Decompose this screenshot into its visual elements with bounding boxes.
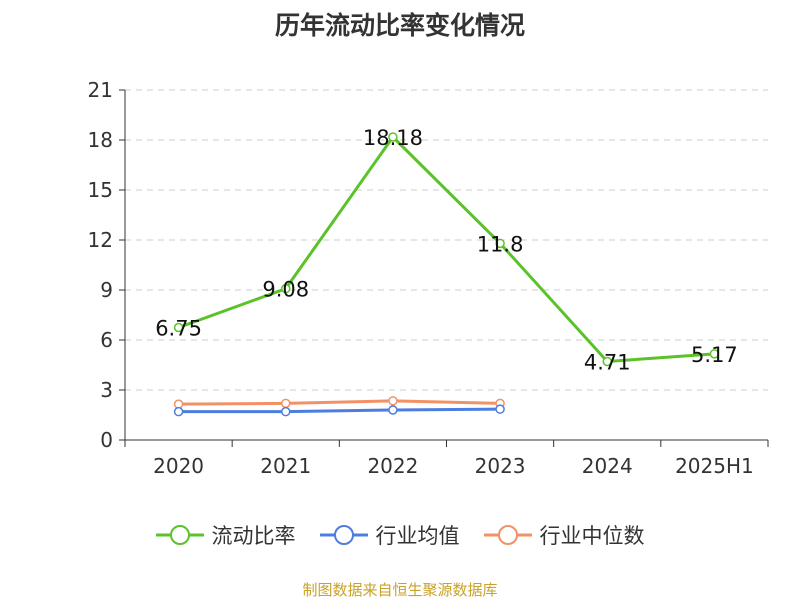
data-point	[281, 398, 291, 409]
x-tick-label: 2020	[153, 454, 204, 478]
y-tick-label: 21	[88, 78, 113, 102]
x-tick-label: 2025H1	[675, 454, 754, 478]
source-note: 制图数据来自恒生聚源数据库	[302, 581, 498, 599]
data-point	[602, 356, 612, 367]
data-label: 6.75	[155, 317, 202, 341]
x-tick-label: 2021	[260, 454, 311, 478]
y-tick-label: 3	[100, 378, 113, 402]
axes: 0 3 6 9 12 15 18 21 2020 2021 2022 2023 2024 2025H1	[88, 78, 769, 478]
data-point	[495, 238, 505, 249]
legend-label: 流动比率	[211, 524, 296, 548]
data-point	[281, 406, 291, 417]
y-tick-label: 15	[88, 178, 113, 202]
data-labels: 6.75 9.08 18.18 11.8 4.71 5.17	[155, 126, 738, 375]
y-tick-label: 18	[88, 128, 113, 152]
legend-line-marker-icon	[483, 525, 532, 545]
data-point	[388, 396, 398, 406]
x-tick-label: 2023	[475, 454, 526, 478]
series-line	[178, 135, 715, 363]
legend-label: 行业中位数	[539, 524, 645, 548]
legend: 流动比率 行业均值 行业中位数	[0, 520, 800, 550]
grid-lines	[125, 89, 768, 391]
legend-item-current-ratio[interactable]: 流动比率	[155, 520, 296, 550]
data-point	[709, 349, 720, 359]
data-label: 9.08	[262, 278, 309, 302]
legend-item-industry-median[interactable]: 行业中位数	[483, 520, 645, 550]
y-tick-label: 0	[100, 428, 113, 452]
legend-line-marker-icon	[319, 525, 368, 545]
data-point	[388, 405, 398, 415]
data-label: 11.8	[477, 232, 524, 256]
legend-item-industry-average[interactable]: 行业均值	[319, 520, 460, 550]
data-label: 18.18	[363, 126, 423, 150]
series-line	[178, 407, 501, 414]
y-tick-label: 6	[100, 328, 113, 352]
legend-line-marker-icon	[155, 525, 204, 545]
series-line	[178, 399, 501, 406]
data-point	[495, 404, 505, 414]
x-tick-label: 2022	[367, 454, 418, 478]
data-point	[388, 132, 398, 142]
y-tick-label: 9	[100, 278, 113, 302]
legend-label: 行业均值	[375, 524, 460, 548]
data-point	[173, 322, 184, 333]
data-point	[173, 406, 184, 417]
data-point	[281, 283, 291, 294]
chart-title: 历年流动比率变化情况	[274, 11, 525, 40]
y-tick-label: 12	[88, 228, 113, 252]
data-label: 4.71	[584, 351, 631, 375]
series-lines	[173, 132, 720, 417]
data-label: 5.17	[691, 343, 738, 367]
x-tick-label: 2024	[582, 454, 633, 478]
